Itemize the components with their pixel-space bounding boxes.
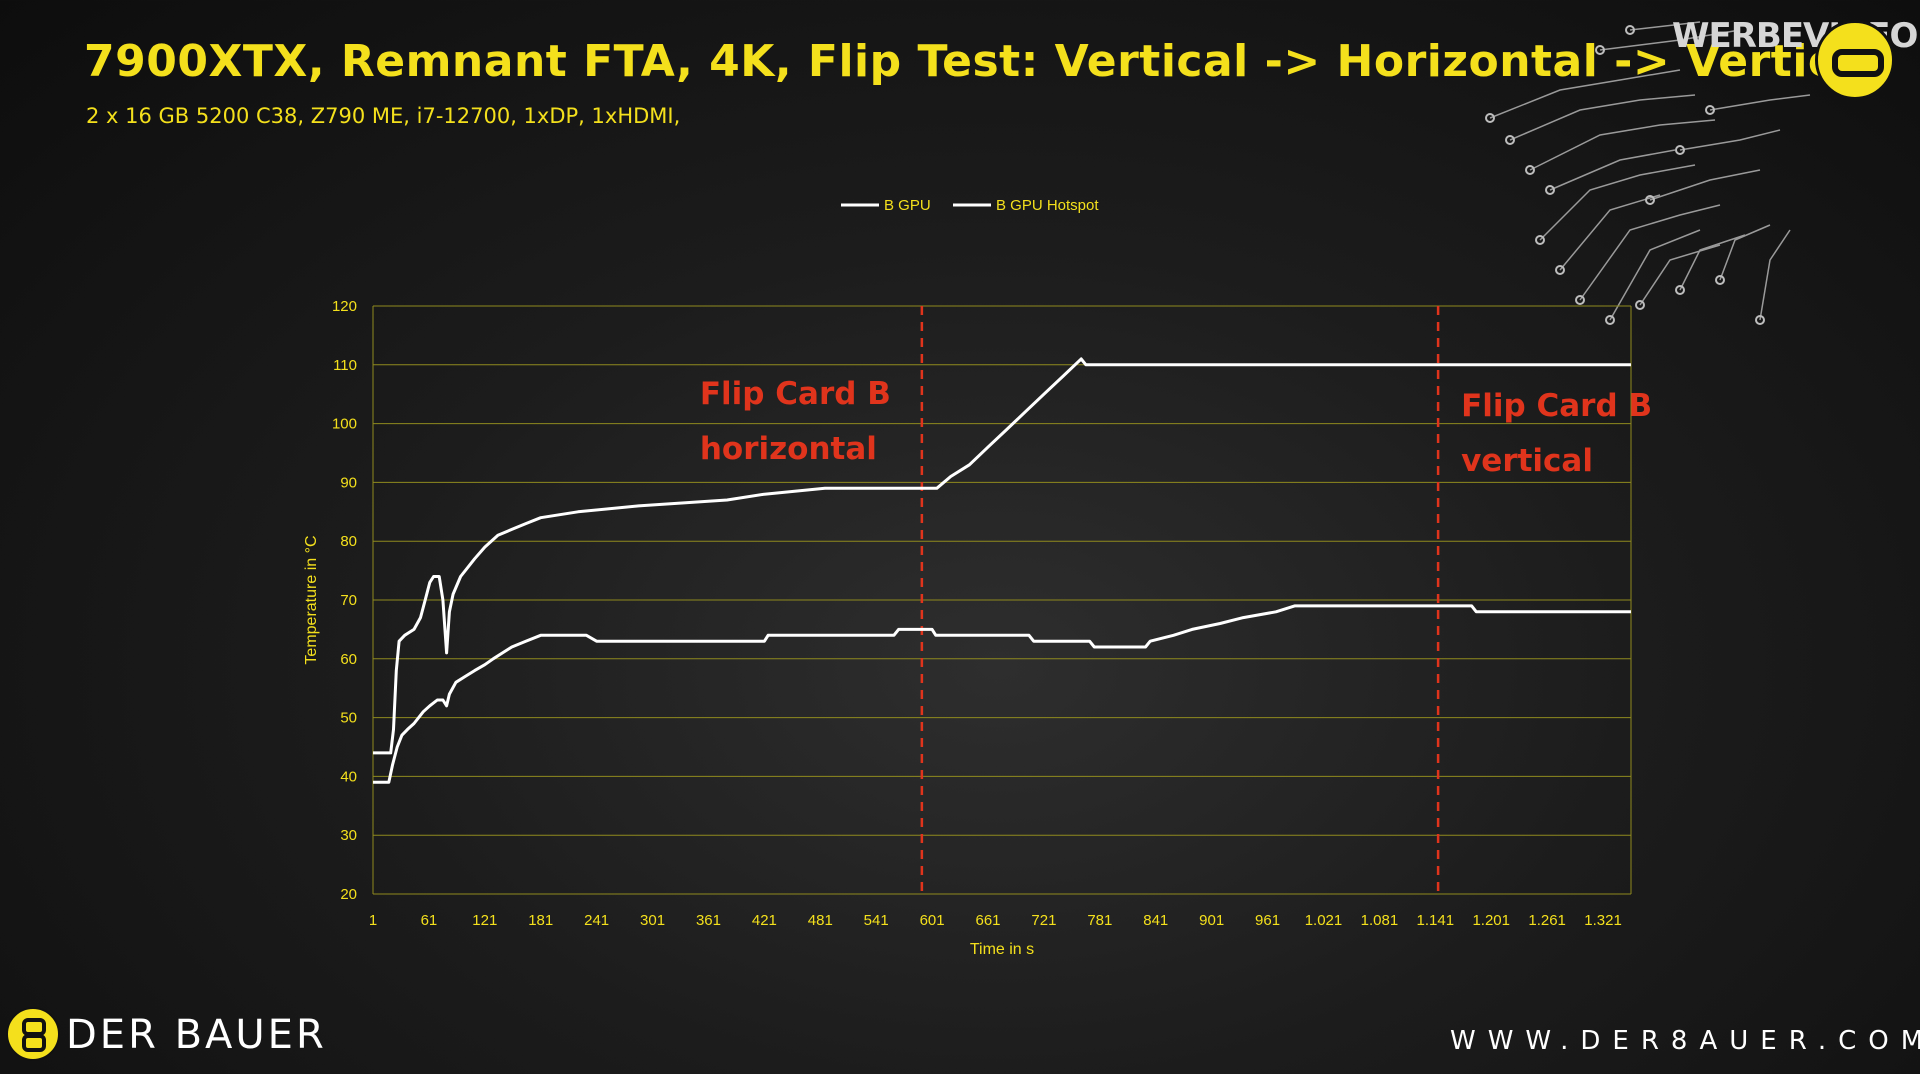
- y-tick-label: 90: [340, 474, 357, 491]
- x-tick-label: 661: [976, 912, 1001, 929]
- x-tick-label: 781: [1087, 912, 1112, 929]
- y-tick-label: 120: [332, 298, 357, 315]
- y-tick-label: 110: [333, 357, 357, 374]
- legend-label: B GPU: [884, 197, 931, 214]
- y-tick-label: 40: [340, 768, 357, 785]
- y-tick-label: 20: [340, 886, 357, 903]
- x-tick-label: 181: [528, 912, 553, 929]
- x-tick-label: 601: [920, 912, 945, 929]
- x-tick-label: 61: [421, 912, 438, 929]
- annotation-text: horizontal: [700, 431, 877, 467]
- brand-name: DER BAUER: [66, 1012, 327, 1058]
- annotation-text: Flip Card B: [700, 376, 891, 412]
- page-title: 7900XTX, Remnant FTA, 4K, Flip Test: Ver…: [84, 36, 1881, 87]
- legend-label: B GPU Hotspot: [996, 197, 1099, 214]
- legend: B GPU B GPU Hotspot: [841, 197, 1099, 214]
- x-tick-label: 421: [752, 912, 777, 929]
- series-line: [373, 357, 1631, 755]
- x-tick-label: 1.261: [1528, 912, 1566, 929]
- x-tick-label: 301: [640, 912, 665, 929]
- x-tick-label: 121: [472, 912, 497, 929]
- y-axis-label: Temperature in °C: [303, 535, 320, 664]
- x-tick-label: 241: [584, 912, 609, 929]
- event-markers: [920, 306, 1440, 894]
- series-lines: [373, 357, 1631, 784]
- annotation-text: vertical: [1461, 443, 1593, 479]
- x-tick-label: 1.201: [1472, 912, 1510, 929]
- temperature-chart: 20 30 40 50 60 70 80 90 100 110 120 1 61 121 181 241 30…: [303, 197, 1652, 958]
- page-subtitle: 2 x 16 GB 5200 C38, Z790 ME, i7-12700, 1…: [86, 104, 681, 128]
- x-tick-label: 1: [369, 912, 377, 929]
- y-tick-label: 60: [340, 651, 357, 668]
- x-tick-label: 901: [1199, 912, 1224, 929]
- x-tick-label: 1.141: [1417, 912, 1455, 929]
- x-tick-label: 1.081: [1361, 912, 1399, 929]
- annotations: Flip Card B horizontal Flip Card B vertical: [700, 376, 1652, 479]
- x-tick-label: 541: [864, 912, 889, 929]
- x-tick-label: 1.321: [1584, 912, 1622, 929]
- grid-lines: [372, 305, 1632, 895]
- der-bauer-logo-icon: [6, 1007, 60, 1061]
- y-tick-label: 80: [340, 533, 357, 550]
- y-tick-label: 70: [340, 592, 357, 609]
- y-tick-label: 30: [340, 827, 357, 844]
- x-tick-label: 481: [808, 912, 833, 929]
- series-line: [373, 604, 1631, 784]
- x-tick-label: 1.021: [1305, 912, 1343, 929]
- x-axis-label: Time in s: [970, 941, 1034, 958]
- x-tick-label: 361: [696, 912, 721, 929]
- brand-badge-icon: [1815, 20, 1895, 100]
- circuit-decoration: [1485, 21, 1811, 325]
- annotation-text: Flip Card B: [1461, 388, 1652, 424]
- y-tick-labels: 20 30 40 50 60 70 80 90 100 110 120: [332, 298, 357, 903]
- y-tick-label: 50: [340, 710, 357, 727]
- website-url: WWW.DER8AUER.COM: [1450, 1026, 1920, 1056]
- x-tick-label: 961: [1255, 912, 1280, 929]
- x-tick-label: 721: [1031, 912, 1056, 929]
- x-tick-label: 841: [1143, 912, 1168, 929]
- y-tick-label: 100: [332, 416, 357, 433]
- x-tick-labels: 1 61 121 181 241 301 361 421 481 541 601 661 721 781 8…: [369, 912, 1622, 929]
